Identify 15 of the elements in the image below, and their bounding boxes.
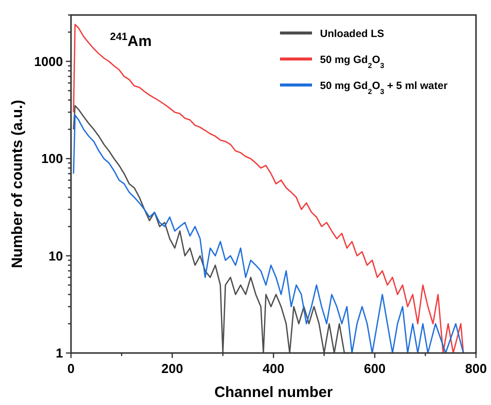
x-tick-label: 0: [67, 361, 75, 376]
legend-label: 50 mg Gd$_{2}$O$_{3}$ + 5 ml water: [320, 80, 448, 96]
x-tick-label: 800: [465, 361, 487, 376]
x-tick-label: 200: [161, 361, 184, 376]
y-tick-label: 1000: [34, 54, 63, 69]
y-tick-label: 1: [56, 346, 63, 360]
legend-label: Unloaded LS: [320, 28, 384, 40]
x-tick-label: 400: [262, 361, 284, 376]
annotation: $^{241}$Am: [110, 31, 152, 50]
legend-label: 50 mg Gd$_{2}$O$_{3}$: [320, 54, 384, 70]
x-axis-title: Channel number: [214, 384, 333, 401]
y-axis-title: Number of counts (a.u.): [9, 100, 26, 268]
y-tick-label: 10: [48, 248, 63, 264]
y-tick-label: 100: [41, 151, 63, 166]
x-tick-label: 600: [364, 361, 386, 376]
